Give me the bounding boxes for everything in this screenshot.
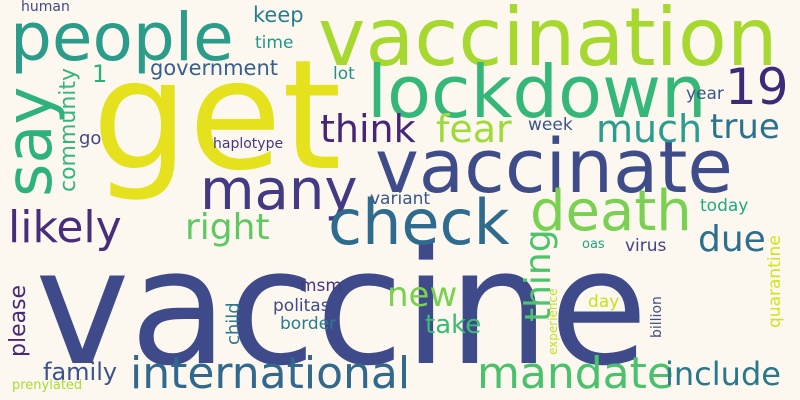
word-human: human <box>21 0 70 15</box>
word-quarantine: quarantine <box>765 235 785 328</box>
word-billion: billion <box>649 296 665 338</box>
word-say: say <box>0 86 67 197</box>
word-time: time <box>255 33 294 53</box>
word-haplotype: haplotype <box>213 136 284 152</box>
word-lot: lot <box>333 64 355 84</box>
word-mandate: mandate <box>477 348 674 399</box>
word-please: please <box>6 284 31 357</box>
word-check: check <box>328 186 510 259</box>
word-day: day <box>588 292 620 312</box>
word-week: week <box>528 115 573 135</box>
word-many: many <box>200 158 358 223</box>
word-international: international <box>130 348 411 399</box>
word-virus: virus <box>625 236 667 256</box>
word-vaccine: vaccine <box>35 214 648 400</box>
word-likely: likely <box>8 202 122 253</box>
word-new: new <box>387 275 458 315</box>
word-one: 1 <box>92 60 108 88</box>
word-variant: variant <box>370 189 431 209</box>
word-community: community <box>56 67 81 192</box>
word-nineteen: 19 <box>725 58 789 116</box>
word-right: right <box>185 207 270 248</box>
word-politas: politas <box>273 296 330 316</box>
word-go: go <box>79 128 102 149</box>
word-government: government <box>150 56 279 80</box>
word-include: include <box>665 355 781 393</box>
word-true: true <box>710 107 780 147</box>
word-family: family <box>43 358 118 386</box>
word-vaccinate: vaccinate <box>375 124 733 210</box>
word-think: think <box>320 107 416 151</box>
word-prenylated: prenylated <box>12 378 83 393</box>
word-year: year <box>686 84 724 104</box>
word-vaccination: vaccination <box>318 0 778 84</box>
word-people: people <box>10 0 234 76</box>
word-fear: fear <box>436 107 512 151</box>
word-oas: oas <box>582 237 605 252</box>
word-due: due <box>698 219 766 260</box>
word-experience: experience <box>546 288 560 355</box>
word-keep: keep <box>253 3 304 27</box>
word-death: death <box>530 179 692 244</box>
word-msm: msm <box>300 276 342 296</box>
word-child: child <box>223 302 244 345</box>
word-border: border <box>280 314 337 334</box>
word-today: today <box>700 196 749 216</box>
word-get: get <box>92 27 342 204</box>
word-lockdown: lockdown <box>367 50 707 134</box>
word-much: much <box>596 107 703 151</box>
word-take: take <box>425 310 482 340</box>
